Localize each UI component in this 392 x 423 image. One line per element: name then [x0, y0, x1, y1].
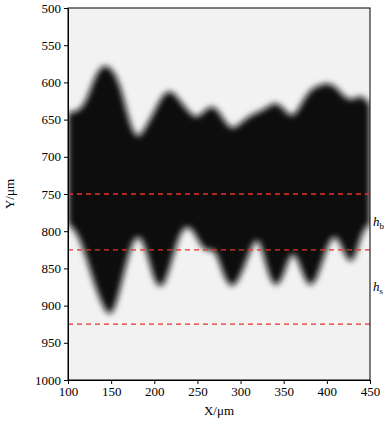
- y-tick: 600: [42, 75, 69, 90]
- x-tick: 150: [102, 380, 122, 399]
- reference-line: [68, 193, 370, 194]
- x-axis: 100 150 200 250 300 350 400 450: [59, 380, 381, 399]
- y-tick-mark: [64, 380, 68, 381]
- annotation-subscript: b: [380, 221, 385, 231]
- chart: 100 150 200 250 300 350 400 450 500 550 600 650 700 7…: [0, 0, 392, 423]
- y-tick-label: 900: [42, 298, 62, 313]
- y-tick-mark: [64, 343, 68, 344]
- x-tick-label: 100: [59, 384, 79, 399]
- x-tick: 200: [145, 380, 165, 399]
- y-tick-mark: [64, 157, 68, 158]
- y-tick-label: 500: [42, 1, 62, 16]
- reference-line: [68, 249, 370, 250]
- y-tick-label: 600: [42, 75, 62, 90]
- y-tick: 650: [42, 112, 69, 127]
- y-tick: 700: [42, 149, 69, 164]
- y-axis: 500 550 600 650 700 750 800 850 900 950 1000: [35, 1, 69, 388]
- x-axis-title: X/μm: [204, 403, 234, 418]
- annotation: hb: [373, 214, 385, 231]
- y-tick-mark: [64, 82, 68, 83]
- x-tick-label: 150: [102, 384, 122, 399]
- x-tick: 100: [59, 380, 79, 399]
- y-tick: 1000: [35, 373, 68, 388]
- dense-layer: [68, 66, 370, 314]
- x-tick-label: 300: [231, 384, 251, 399]
- y-tick-mark: [64, 45, 68, 46]
- y-tick-mark: [64, 120, 68, 121]
- marks: [68, 66, 370, 324]
- y-tick-label: 700: [42, 149, 62, 164]
- plot: 100 150 200 250 300 350 400 450 500 550 600 650 700 7…: [35, 1, 380, 400]
- y-tick-label: 1000: [35, 373, 61, 388]
- x-tick-label: 450: [361, 384, 381, 399]
- y-tick: 800: [42, 224, 69, 239]
- y-tick-mark: [64, 268, 68, 269]
- axis-line: [69, 380, 371, 381]
- plot-background: [68, 8, 370, 380]
- axis-line: [68, 9, 69, 381]
- y-tick: 850: [42, 261, 69, 276]
- y-tick-label: 750: [42, 187, 62, 202]
- plot-frame: [68, 8, 370, 380]
- y-tick: 750: [42, 187, 69, 202]
- y-tick: 500: [42, 1, 69, 16]
- y-tick: 550: [42, 38, 69, 53]
- y-axis-title: Y/μm: [2, 179, 17, 209]
- y-tick-mark: [64, 194, 68, 195]
- x-tick: 250: [188, 380, 208, 399]
- y-tick-label: 950: [42, 335, 62, 350]
- reference-line: [68, 324, 370, 325]
- annotation-subscript: s: [380, 286, 384, 296]
- x-tick-label: 200: [145, 384, 165, 399]
- x-tick: 400: [318, 380, 338, 399]
- annotation: hs: [373, 279, 384, 296]
- y-tick: 950: [42, 335, 69, 350]
- x-tick-label: 350: [274, 384, 294, 399]
- x-tick: 350: [274, 380, 294, 399]
- y-tick-label: 550: [42, 38, 62, 53]
- y-tick-mark: [64, 306, 68, 307]
- y-tick-label: 850: [42, 261, 62, 276]
- x-tick-label: 400: [318, 384, 338, 399]
- y-tick-mark: [64, 8, 68, 9]
- x-tick: 300: [231, 380, 251, 399]
- y-tick-label: 650: [42, 112, 62, 127]
- y-tick: 900: [42, 298, 69, 313]
- x-tick-label: 250: [188, 384, 208, 399]
- y-tick-mark: [64, 231, 68, 232]
- x-tick: 450: [361, 380, 381, 399]
- y-tick-label: 800: [42, 224, 62, 239]
